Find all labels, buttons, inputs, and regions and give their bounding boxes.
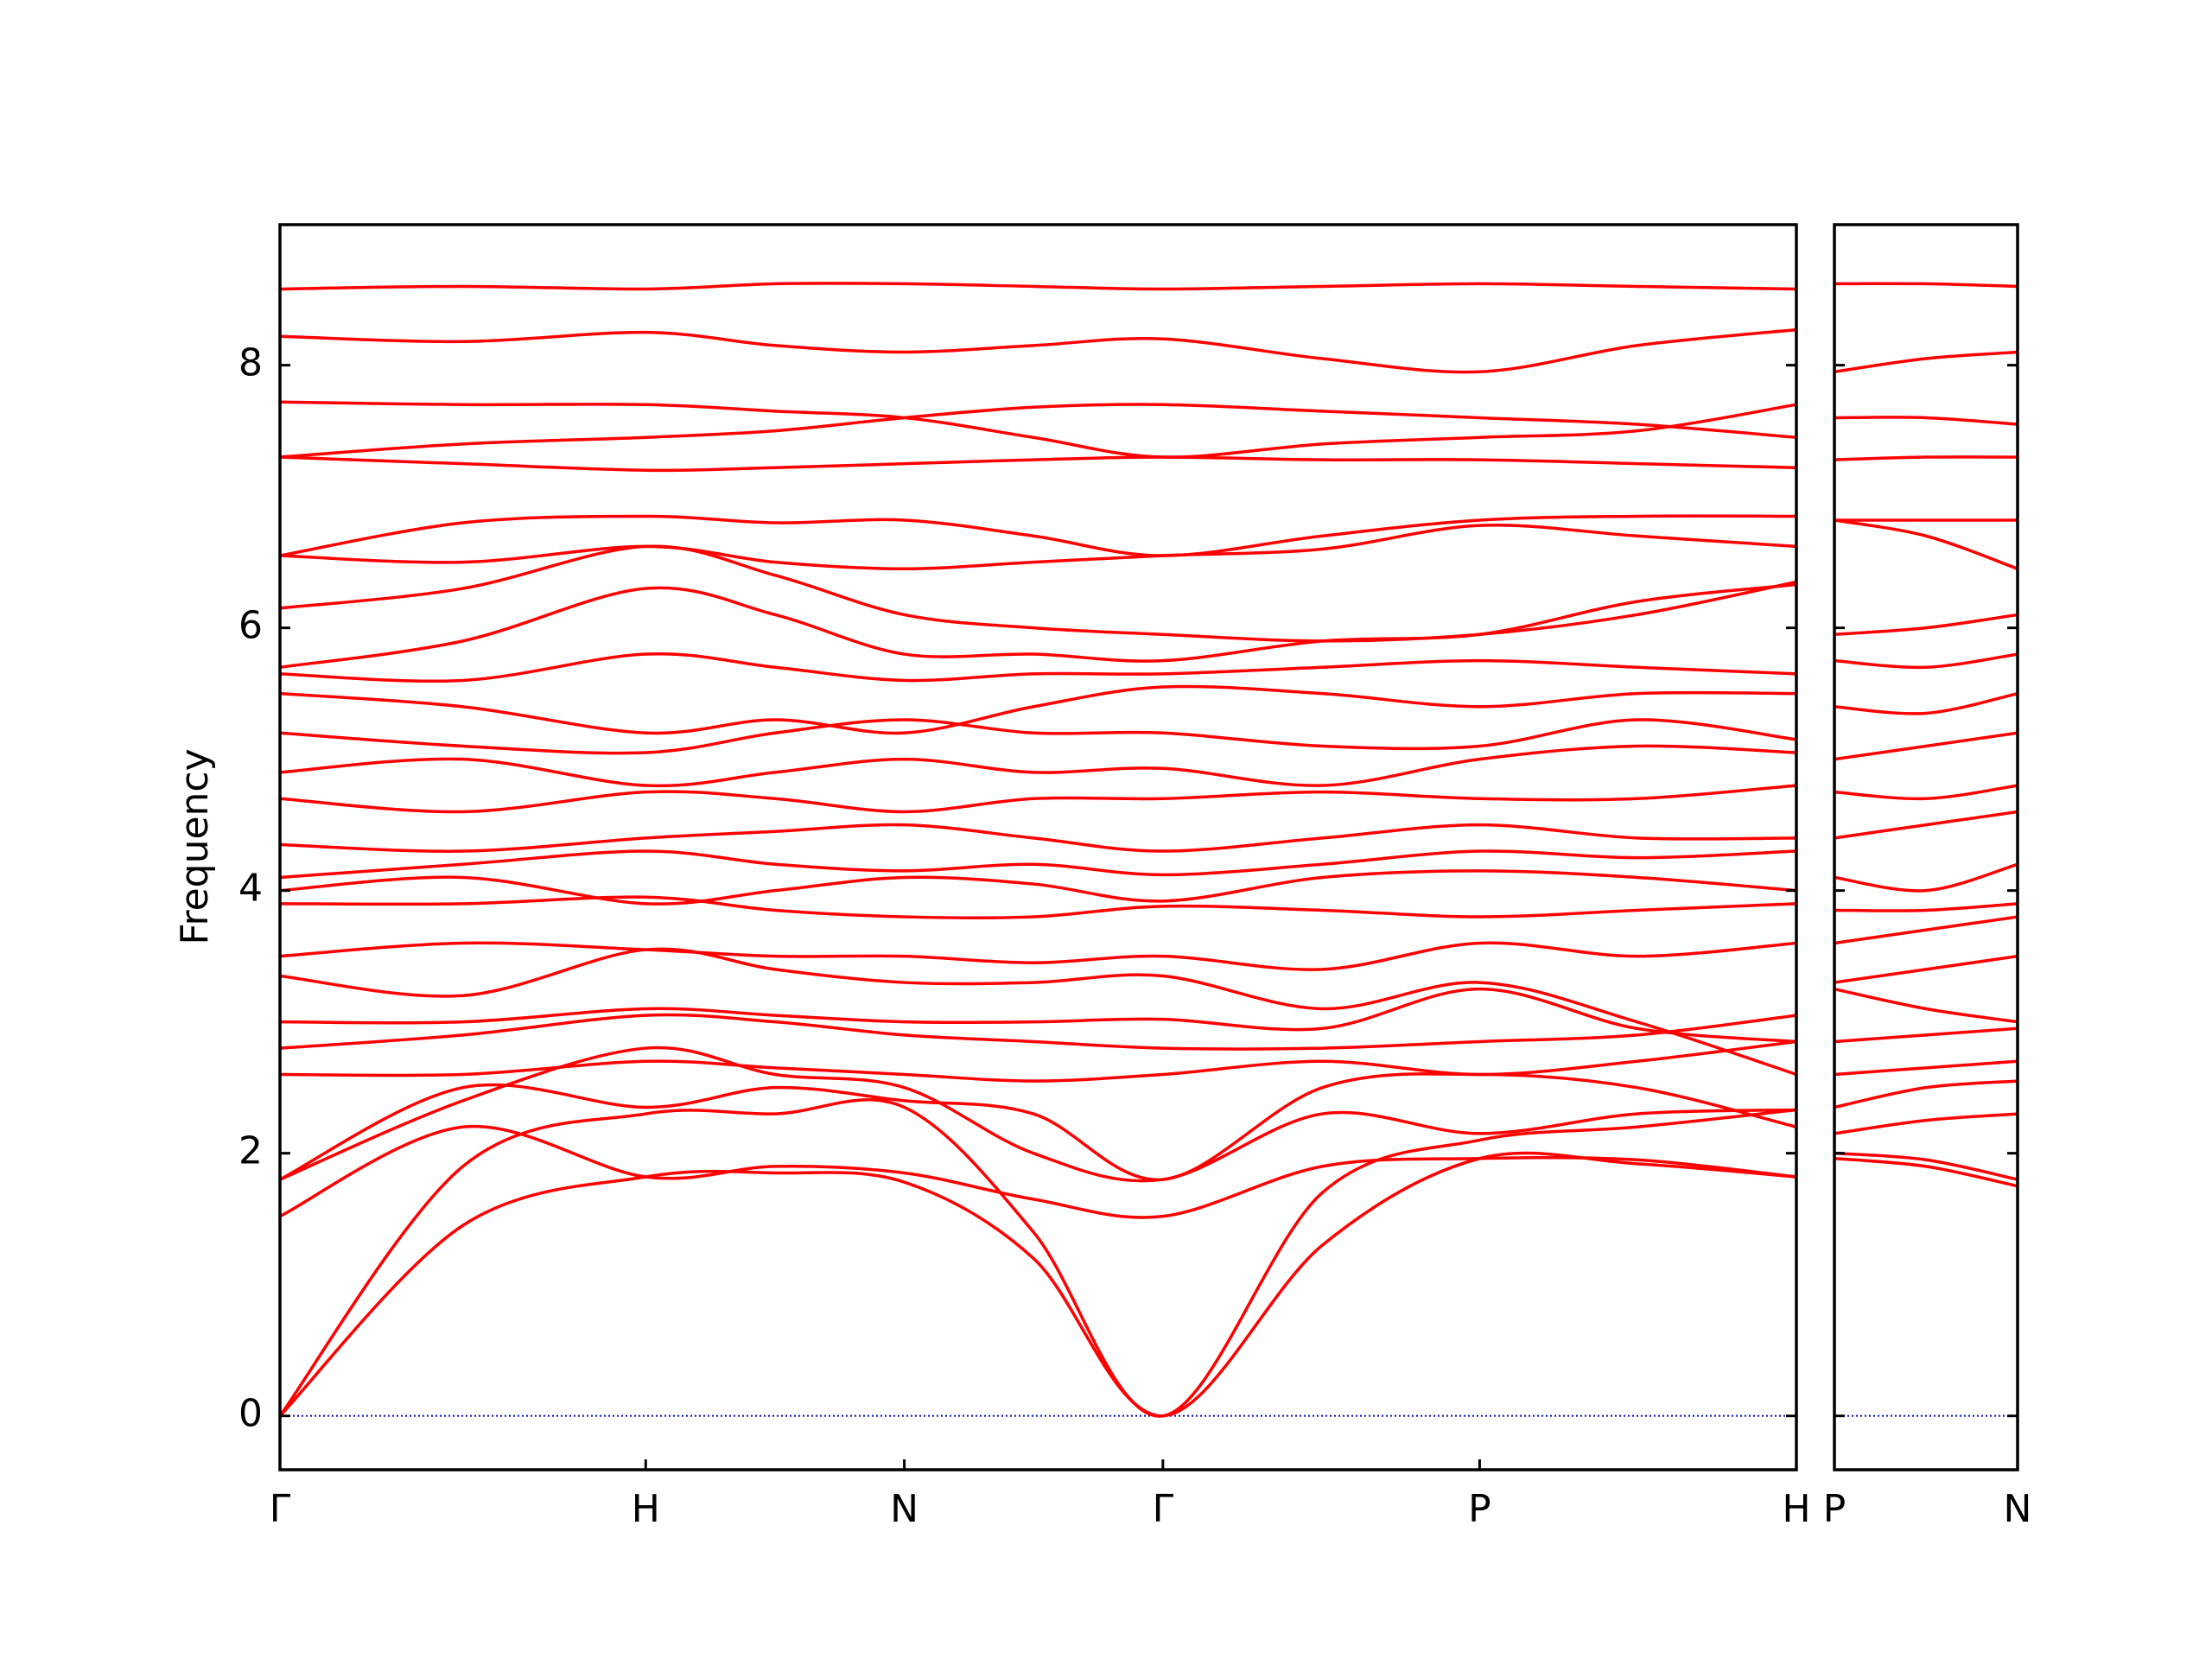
x-tick-label: Γ <box>270 1487 291 1531</box>
band-line <box>1834 954 2018 984</box>
band-line <box>1834 862 2018 893</box>
band-line <box>280 849 1796 880</box>
band-line <box>280 1013 1796 1051</box>
y-tick-label: 2 <box>238 1129 263 1173</box>
band-line <box>280 455 1796 473</box>
band-line <box>280 718 1796 755</box>
band-line <box>1834 731 2018 761</box>
x-tick-label: P <box>1823 1487 1847 1531</box>
x-tick-label: N <box>2004 1487 2032 1531</box>
y-tick-label: 8 <box>238 341 263 385</box>
band-line <box>280 403 1796 459</box>
band-line <box>280 987 1796 1044</box>
band-line <box>280 544 1796 643</box>
band-line <box>1834 1157 2018 1188</box>
band-line <box>1834 1027 2018 1044</box>
y-tick-label: 0 <box>238 1392 263 1436</box>
y-tick-label: 6 <box>238 604 263 648</box>
band-line <box>280 523 1796 571</box>
x-tick-label: H <box>1782 1487 1810 1531</box>
band-line <box>280 1098 1796 1418</box>
band-line <box>1834 1151 2018 1181</box>
band-line <box>1834 455 2018 461</box>
band-line <box>280 1039 1796 1083</box>
band-line <box>280 684 1796 735</box>
band-line <box>1834 652 2018 670</box>
band-line <box>280 1151 1796 1418</box>
band-line <box>280 947 1796 1077</box>
band-line <box>1834 987 2018 1024</box>
band-line <box>280 941 1796 971</box>
band-line <box>1834 1112 2018 1135</box>
band-line <box>1834 613 2018 636</box>
band-line <box>280 327 1796 374</box>
axes-frame <box>1833 223 2019 1471</box>
x-tick-label: H <box>632 1487 660 1531</box>
band-line <box>280 784 1796 814</box>
band-line <box>280 400 1796 459</box>
band-line <box>1834 902 2018 912</box>
band-line <box>280 744 1796 788</box>
x-tick-label: Γ <box>1153 1487 1174 1531</box>
band-line <box>1834 1059 2018 1077</box>
x-tick-label: N <box>890 1487 918 1531</box>
band-line <box>1834 350 2018 373</box>
band-line <box>280 869 1796 906</box>
band-line <box>1834 810 2018 840</box>
band-line <box>280 1072 1796 1181</box>
band-line <box>1834 1079 2018 1109</box>
band-line <box>280 1124 1796 1219</box>
y-axis-label: Frequency <box>173 748 217 944</box>
band-line <box>1834 416 2018 426</box>
band-line <box>1834 915 2018 945</box>
y-tick-label: 4 <box>238 867 263 911</box>
band-line <box>1834 518 2018 570</box>
band-line <box>280 652 1796 683</box>
band-line <box>1834 691 2018 715</box>
band-line <box>280 514 1796 557</box>
band-line <box>280 282 1796 291</box>
band-line <box>280 823 1796 853</box>
band-line <box>1834 784 2018 801</box>
x-tick-label: P <box>1468 1487 1491 1531</box>
band-line <box>280 895 1796 920</box>
axes-frame <box>278 223 1798 1471</box>
band-line <box>1834 282 2018 289</box>
band-line <box>280 582 1796 669</box>
